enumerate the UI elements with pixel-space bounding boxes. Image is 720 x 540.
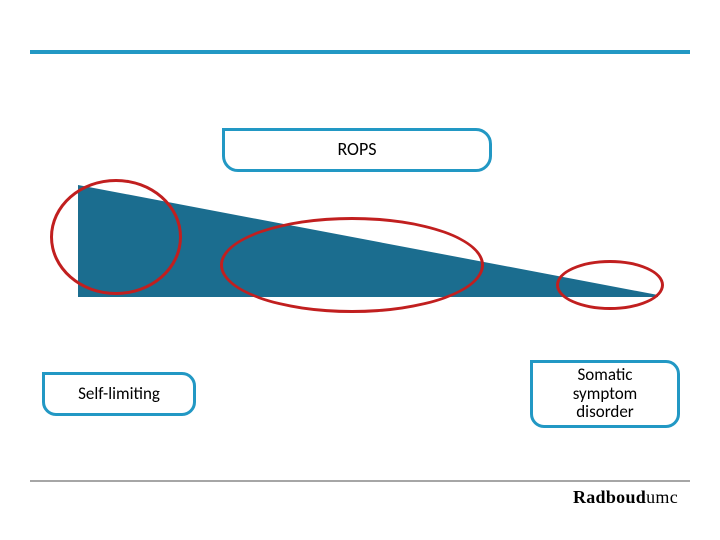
highlight-ellipse-right [556,260,664,310]
highlight-ellipse-left [50,179,182,295]
somatic-box: Somaticsymptomdisorder [530,360,680,428]
rops-box: ROPS [222,128,492,172]
rops-label: ROPS [337,140,376,160]
logo-light: umc [646,487,678,507]
highlight-ellipse-middle [220,217,484,313]
radboudumc-logo: Radboudumc [573,487,678,508]
self-limiting-box: Self-limiting [42,372,196,416]
self-limiting-label: Self-limiting [78,385,160,404]
bottom-divider [30,480,690,482]
logo-bold: Radboud [573,487,646,507]
top-divider [30,50,690,54]
somatic-label: Somaticsymptomdisorder [573,366,638,422]
